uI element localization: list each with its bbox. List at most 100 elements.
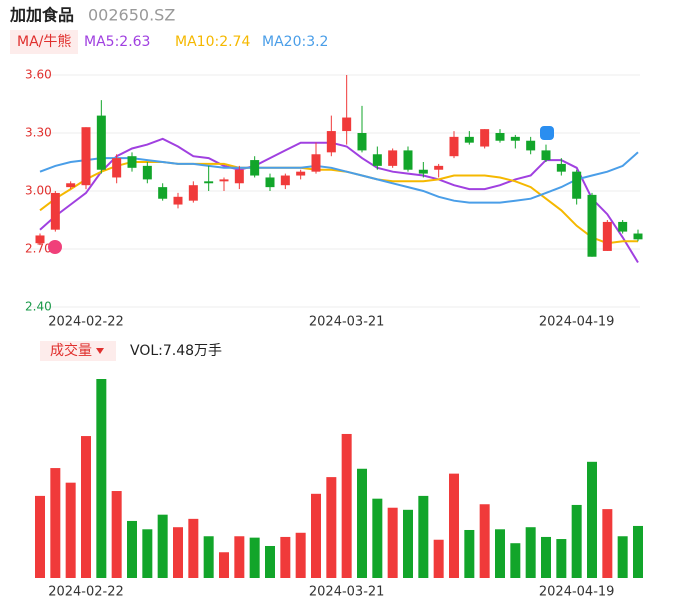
y-tick-label: 3.00 (25, 184, 52, 198)
candle-body (173, 196, 183, 205)
bear-icon (540, 126, 554, 140)
legend-entry: MA10:2.74 (175, 34, 250, 50)
legend-entry: MA5:2.63 (84, 34, 150, 50)
volume-bar (111, 491, 122, 578)
candle-body (50, 192, 60, 230)
candle-body (633, 233, 643, 240)
volume-title[interactable]: 成交量 (50, 342, 92, 359)
volume-bar (311, 493, 321, 578)
candle-body (556, 163, 566, 172)
candle-body (96, 115, 106, 170)
volume-bar (571, 504, 582, 578)
volume-bar (142, 529, 153, 578)
candle-body (127, 156, 137, 168)
volume-bar (173, 527, 183, 578)
candle-body (81, 127, 91, 186)
volume-bar (341, 433, 352, 578)
volume-bar (479, 504, 490, 578)
candle-body (572, 171, 582, 199)
legend-entry: MA20:3.2 (262, 34, 328, 50)
volume-bar (449, 473, 459, 578)
candle-body (204, 181, 214, 184)
volume-bar (510, 543, 521, 578)
volume-bar (203, 536, 214, 578)
volume-bar (464, 529, 475, 578)
volume-bar (234, 536, 245, 578)
y-tick-label: 3.60 (25, 68, 52, 82)
candle-body (296, 171, 306, 176)
volume-bar (357, 468, 367, 578)
x-tick-label: 2024-02-22 (48, 585, 124, 600)
volume-bar (587, 461, 597, 578)
candle-body (434, 165, 444, 170)
volume-bar (157, 514, 168, 578)
volume-value: VOL:7.48万手 (130, 343, 222, 359)
volume-bar (35, 495, 45, 578)
candle-body (326, 131, 336, 153)
candle-body (250, 160, 260, 176)
ma-line (39, 137, 639, 264)
x-tick-label: 2024-03-21 (309, 585, 385, 600)
volume-bar (81, 436, 91, 578)
legend-badge[interactable] (10, 30, 78, 54)
volume-badge[interactable] (40, 341, 116, 361)
x-tick-label: 2024-02-22 (48, 315, 124, 330)
y-tick-label: 2.40 (25, 300, 52, 314)
volume-bar (617, 536, 628, 578)
volume-bar (525, 527, 536, 578)
candle-body (480, 129, 490, 147)
candle-body (234, 169, 244, 184)
candle-body (372, 154, 382, 166)
candle-body (495, 133, 505, 141)
candle-body (526, 140, 536, 151)
stock-code: 002650.SZ (88, 6, 175, 25)
volume-bar (265, 545, 275, 578)
candle-body (587, 194, 597, 257)
volume-bar (249, 537, 260, 578)
ma-line (39, 151, 639, 204)
candle-body (35, 235, 45, 244)
candle-body (602, 221, 612, 251)
candle-body (219, 179, 229, 182)
volume-bar (433, 539, 444, 578)
volume-bar (495, 529, 505, 578)
stock-name: 加加食品 (9, 6, 74, 25)
candle-body (158, 187, 168, 199)
x-tick-label: 2024-03-21 (309, 315, 385, 330)
volume-bar (602, 509, 613, 578)
volume-bar (403, 509, 413, 578)
ma-line (39, 161, 638, 245)
y-tick-label: 2.70 (25, 242, 52, 256)
candle-body (510, 136, 520, 141)
candle-body (280, 175, 290, 186)
x-tick-label: 2024-04-19 (539, 315, 615, 330)
volume-bar (418, 495, 429, 578)
candle-body (311, 154, 321, 172)
volume-bar (556, 539, 567, 578)
candle-body (403, 150, 413, 170)
candle-body (66, 183, 76, 188)
volume-bar (326, 477, 337, 578)
volume-bar (372, 498, 383, 578)
legend-title[interactable]: MA/牛熊 (17, 34, 71, 50)
volume-bar (50, 468, 61, 578)
candle-body (449, 136, 459, 157)
candle-body (357, 133, 367, 151)
volume-bar (280, 536, 291, 578)
candle-body (188, 185, 198, 201)
y-tick-label: 3.30 (25, 126, 52, 140)
volume-bar (65, 482, 76, 578)
bull-icon (48, 240, 62, 254)
volume-bar (295, 532, 306, 578)
candle-body (418, 169, 428, 174)
candle-body (541, 150, 551, 161)
volume-bar (387, 507, 398, 578)
candle-body (265, 177, 275, 188)
dropdown-arrow[interactable] (96, 348, 104, 354)
candle-body (464, 136, 474, 143)
volume-bar (188, 518, 199, 578)
volume-bar (127, 520, 137, 578)
candle-body (112, 158, 122, 178)
candle-body (342, 117, 352, 132)
